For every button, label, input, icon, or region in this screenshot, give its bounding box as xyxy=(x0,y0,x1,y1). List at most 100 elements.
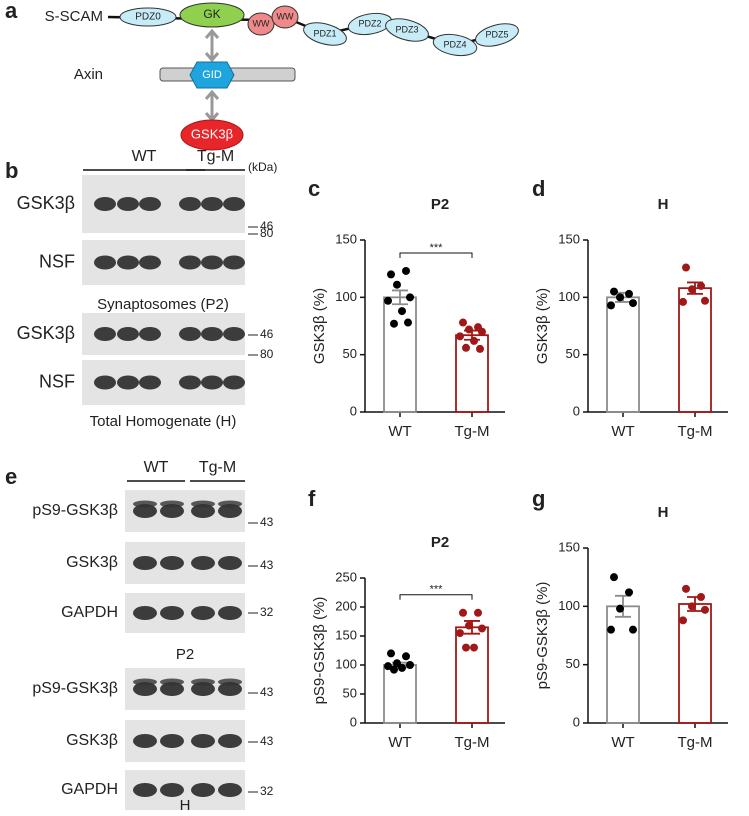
data-point xyxy=(610,287,618,296)
y-tick-label: 50 xyxy=(566,656,580,671)
data-point xyxy=(456,629,464,638)
marker-label: 46 xyxy=(260,219,274,233)
domain xyxy=(271,5,299,29)
panel-label: d xyxy=(532,176,545,201)
band xyxy=(139,375,161,390)
data-point xyxy=(402,266,410,275)
band xyxy=(218,678,242,686)
y-tick-label: 150 xyxy=(558,539,580,554)
band xyxy=(179,197,201,211)
data-point xyxy=(456,332,464,341)
x-tick-label: WT xyxy=(611,423,634,440)
band xyxy=(201,375,223,390)
panel-label: c xyxy=(308,176,320,201)
row-label: GAPDH xyxy=(61,604,118,621)
band xyxy=(223,375,245,390)
band xyxy=(218,734,242,748)
data-point xyxy=(406,661,414,669)
y-axis-label: pS9-GSK3β (%) xyxy=(534,582,551,690)
x-tick-label: WT xyxy=(611,734,634,751)
bar xyxy=(606,296,640,413)
y-tick-label: 250 xyxy=(335,569,357,584)
marker-label: 80 xyxy=(260,226,274,240)
band xyxy=(133,682,157,696)
domain-label: PDZ0 xyxy=(135,12,161,23)
band xyxy=(218,556,242,570)
row-label: pS9-GSK3β xyxy=(32,502,118,519)
row-label: NSF xyxy=(39,371,75,391)
band xyxy=(191,556,215,570)
band xyxy=(191,734,215,748)
domain xyxy=(475,23,519,47)
marker-label: 43 xyxy=(260,685,274,699)
data-point xyxy=(459,608,467,617)
data-point xyxy=(476,344,484,353)
data-point xyxy=(462,643,470,652)
row-label: pS9-GSK3β xyxy=(32,680,118,697)
caption: H xyxy=(180,797,191,814)
band xyxy=(223,197,245,211)
data-point xyxy=(616,604,624,613)
data-point xyxy=(607,625,615,634)
band xyxy=(191,678,215,686)
band xyxy=(133,783,157,797)
row-label: GSK3β xyxy=(17,323,75,343)
protein-label: Axin xyxy=(74,66,103,83)
band xyxy=(117,197,139,211)
caption: Synaptosomes (P2) xyxy=(97,296,229,313)
row-label: GAPDH xyxy=(61,781,118,798)
domain-label: GK xyxy=(203,7,220,21)
marker-label: 43 xyxy=(260,734,274,748)
data-point xyxy=(384,662,392,671)
domain-label: PDZ1 xyxy=(313,28,336,38)
band xyxy=(117,327,139,341)
domain xyxy=(119,7,177,27)
panel-label: a xyxy=(5,0,18,23)
x-tick-label: Tg-M xyxy=(455,423,490,440)
interaction-arrow xyxy=(204,28,220,63)
chart-title: P2 xyxy=(431,196,449,213)
marker-label: 32 xyxy=(260,605,274,619)
band xyxy=(191,606,215,620)
protein-label: S-SCAM xyxy=(45,8,103,25)
data-point xyxy=(610,573,618,582)
y-tick-label: 0 xyxy=(350,714,357,729)
band xyxy=(218,682,242,696)
band xyxy=(223,327,245,341)
kinase xyxy=(180,119,244,151)
y-axis-label: GSK3β (%) xyxy=(534,288,551,364)
group-label: WT xyxy=(132,148,157,165)
band xyxy=(117,375,139,390)
data-point xyxy=(679,616,687,625)
data-point xyxy=(625,289,633,298)
band xyxy=(218,783,242,797)
group-label: WT xyxy=(144,459,169,476)
data-point xyxy=(697,593,705,601)
x-tick-label: Tg-M xyxy=(678,423,713,440)
y-tick-label: 150 xyxy=(335,231,357,246)
data-point xyxy=(387,270,395,279)
band xyxy=(133,606,157,620)
chart-title: H xyxy=(658,504,669,521)
panel-label: b xyxy=(5,158,18,183)
data-point xyxy=(402,652,410,661)
data-point xyxy=(679,297,687,306)
y-tick-label: 150 xyxy=(335,627,357,642)
y-tick-label: 100 xyxy=(335,289,357,304)
data-point xyxy=(625,588,633,597)
band xyxy=(160,606,184,620)
data-point xyxy=(688,285,696,294)
y-tick-label: 200 xyxy=(335,598,357,613)
band xyxy=(94,375,116,390)
data-point xyxy=(398,663,406,672)
domain xyxy=(179,2,245,28)
panel-label: f xyxy=(308,486,316,511)
data-point xyxy=(478,624,486,633)
band xyxy=(94,327,116,341)
domain-label: GID xyxy=(202,69,222,81)
band xyxy=(179,375,201,390)
data-point xyxy=(682,584,690,593)
row-label: GSK3β xyxy=(17,193,75,213)
band xyxy=(133,500,157,508)
y-tick-label: 0 xyxy=(573,403,580,418)
